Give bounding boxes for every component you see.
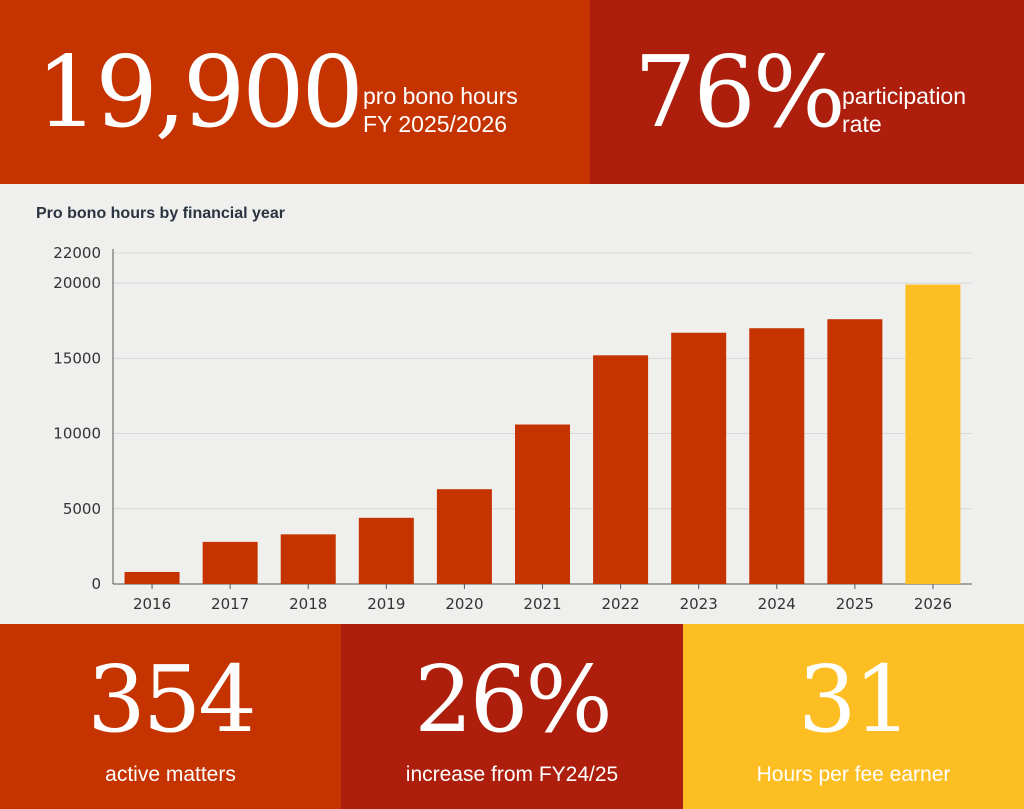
x-tick-label: 2019 <box>367 595 405 613</box>
x-tick-label: 2022 <box>601 595 639 613</box>
y-tick-label: 10000 <box>53 425 101 443</box>
hours-per-fee-earner-value: 31 <box>797 646 912 753</box>
active-matters-panel: 354 active matters <box>0 624 341 809</box>
y-tick-label: 22000 <box>53 244 101 262</box>
x-tick-label: 2026 <box>914 595 952 613</box>
increase-panel: 26% increase from FY24/25 <box>341 624 683 809</box>
bar-2022 <box>593 355 649 584</box>
hours-per-fee-earner-label: Hours per fee earner <box>756 763 951 786</box>
chart-title: Pro bono hours by financial year <box>36 205 285 222</box>
total-hours-label-line1: pro bono hours <box>363 83 518 109</box>
participation-rate-value: 76% <box>634 36 846 150</box>
participation-rate-label-line1: participation <box>842 83 967 109</box>
participation-rate-panel: 76% participation rate <box>590 0 1024 184</box>
total-hours-label: pro bono hours FY 2025/2026 <box>363 82 578 138</box>
increase-label: increase from FY24/25 <box>405 763 619 786</box>
x-tick-label: 2024 <box>758 595 796 613</box>
total-hours-panel: 19,900 pro bono hours FY 2025/2026 <box>0 0 590 184</box>
x-tick-label: 2021 <box>523 595 561 613</box>
bar-2021 <box>515 424 570 584</box>
bar-2019 <box>358 517 414 584</box>
chart-area: 0 5000 10000 15000 20000 22000 2016 2017 2018 201… <box>0 184 1024 624</box>
bar-chart: 0 5000 10000 15000 20000 22000 2016 2017 2018 201… <box>53 244 972 613</box>
participation-rate-label: participation rate <box>842 82 1012 138</box>
hours-per-fee-earner-panel: 31 Hours per fee earner <box>683 624 1024 809</box>
active-matters-value: 354 <box>87 646 257 753</box>
y-tick-label: 15000 <box>53 349 101 367</box>
active-matters-label: active matters <box>105 763 236 786</box>
bar-2016 <box>124 571 180 584</box>
participation-rate-label-line2: rate <box>842 111 882 137</box>
bar-2024 <box>749 328 805 584</box>
x-tick-label: 2018 <box>289 595 327 613</box>
x-tick-label: 2025 <box>836 595 874 613</box>
x-tick-label: 2016 <box>133 595 171 613</box>
top-stats-row: 19,900 pro bono hours FY 2025/2026 76% p… <box>0 0 1024 184</box>
y-tick-label: 5000 <box>63 500 101 518</box>
y-tick-label: 0 <box>91 575 101 593</box>
bar-2026 <box>905 284 961 584</box>
bottom-stats-row: 354 active matters 26% increase from FY2… <box>0 624 1024 809</box>
x-tick-label: 2020 <box>445 595 483 613</box>
bar-2025 <box>827 319 883 584</box>
total-hours-value: 19,900 <box>36 36 364 150</box>
increase-value: 26% <box>414 646 612 753</box>
x-tick-label: 2017 <box>211 595 249 613</box>
bar-2017 <box>202 541 258 584</box>
bar-2023 <box>671 332 727 584</box>
x-tick-label: 2023 <box>680 595 718 613</box>
y-tick-label: 20000 <box>53 274 101 292</box>
bar-2018 <box>280 534 336 584</box>
bar-2020 <box>436 489 492 584</box>
total-hours-label-line2: FY 2025/2026 <box>363 111 508 137</box>
